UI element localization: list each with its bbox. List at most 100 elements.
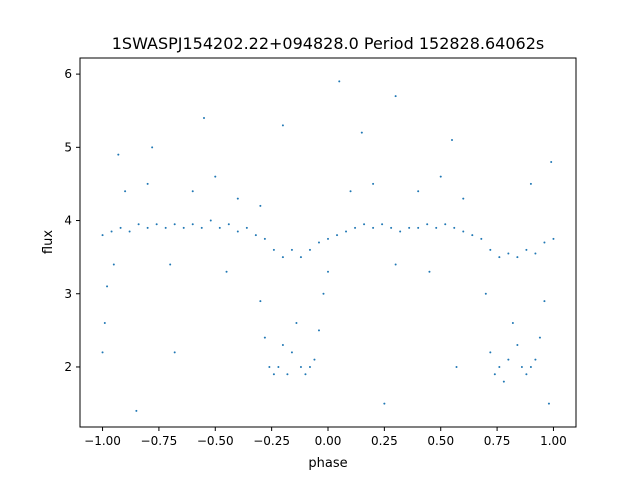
data-point bbox=[218, 226, 221, 229]
data-point bbox=[119, 226, 122, 229]
y-tick-label: 2 bbox=[64, 360, 72, 374]
data-point bbox=[277, 365, 280, 368]
data-point bbox=[502, 380, 505, 383]
y-tick-label: 3 bbox=[64, 287, 72, 301]
data-point bbox=[462, 230, 465, 233]
data-point bbox=[117, 153, 120, 156]
data-point bbox=[516, 256, 519, 259]
data-point bbox=[200, 226, 203, 229]
data-point bbox=[417, 226, 420, 229]
data-point bbox=[299, 365, 302, 368]
data-point bbox=[103, 322, 106, 325]
data-point bbox=[317, 241, 320, 244]
data-point bbox=[489, 351, 492, 354]
data-point bbox=[471, 234, 474, 237]
data-point bbox=[543, 241, 546, 244]
data-point bbox=[529, 182, 532, 185]
data-point bbox=[151, 146, 154, 149]
data-point bbox=[299, 256, 302, 259]
data-point bbox=[390, 226, 393, 229]
y-tick-label: 6 bbox=[64, 67, 72, 81]
data-point bbox=[124, 190, 127, 193]
data-point bbox=[317, 329, 320, 332]
data-point bbox=[203, 117, 205, 120]
data-point bbox=[227, 223, 230, 226]
data-point bbox=[428, 270, 431, 273]
data-point bbox=[225, 270, 228, 273]
data-point bbox=[511, 322, 514, 325]
data-point bbox=[304, 373, 307, 376]
data-point bbox=[281, 344, 284, 346]
data-point bbox=[493, 373, 496, 376]
data-points bbox=[101, 80, 555, 412]
y-axis: 2 3 4 5 6 bbox=[64, 67, 80, 374]
data-point bbox=[394, 263, 397, 266]
y-tick-label: 5 bbox=[64, 140, 72, 154]
data-point bbox=[106, 285, 109, 288]
data-point bbox=[209, 219, 212, 222]
data-point bbox=[182, 226, 185, 229]
x-tick-label: −1.00 bbox=[84, 434, 121, 448]
data-point bbox=[498, 256, 501, 259]
data-point bbox=[164, 226, 167, 229]
x-tick-label: −0.50 bbox=[197, 434, 234, 448]
data-point bbox=[349, 190, 352, 193]
data-point bbox=[534, 358, 537, 361]
data-point bbox=[322, 292, 325, 295]
data-point bbox=[101, 351, 104, 354]
data-point bbox=[453, 226, 456, 229]
data-point bbox=[543, 300, 546, 303]
data-point bbox=[146, 182, 149, 185]
data-point bbox=[214, 175, 217, 178]
data-point bbox=[435, 226, 438, 229]
data-point bbox=[507, 358, 510, 361]
data-point bbox=[534, 252, 537, 255]
data-point bbox=[408, 226, 411, 229]
data-point bbox=[128, 230, 131, 233]
y-axis-label: flux bbox=[41, 230, 56, 254]
data-point bbox=[338, 80, 341, 83]
x-tick-label: 0.00 bbox=[315, 434, 342, 448]
data-point bbox=[281, 256, 284, 259]
data-point bbox=[345, 230, 348, 233]
data-point bbox=[394, 95, 397, 98]
data-point bbox=[313, 358, 316, 361]
data-point bbox=[327, 270, 329, 273]
data-point bbox=[308, 365, 311, 368]
x-axis: −1.00 −0.75 −0.50 −0.25 0.00 0.25 0.50 0.75 1.00 bbox=[84, 427, 567, 448]
data-point bbox=[281, 124, 284, 127]
x-tick-label: 1.00 bbox=[540, 434, 567, 448]
data-point bbox=[547, 402, 550, 405]
x-tick-label: 0.75 bbox=[484, 434, 511, 448]
data-point bbox=[550, 160, 553, 163]
data-point bbox=[525, 248, 528, 251]
data-point bbox=[290, 351, 293, 354]
data-point bbox=[191, 223, 194, 226]
data-point bbox=[444, 223, 447, 226]
data-point bbox=[245, 226, 248, 229]
data-point bbox=[295, 322, 298, 325]
data-point bbox=[439, 175, 442, 178]
data-point bbox=[263, 237, 266, 240]
data-point bbox=[516, 344, 519, 346]
data-point bbox=[426, 223, 429, 226]
data-point bbox=[327, 237, 329, 240]
y-tick-label: 4 bbox=[64, 214, 72, 228]
plot-frame bbox=[79, 57, 577, 428]
data-point bbox=[263, 336, 266, 339]
data-point bbox=[480, 237, 483, 240]
x-tick-label: 0.25 bbox=[371, 434, 398, 448]
data-point bbox=[381, 223, 384, 226]
data-point bbox=[272, 248, 275, 251]
data-point bbox=[498, 365, 501, 368]
data-point bbox=[383, 402, 386, 405]
data-point bbox=[155, 223, 158, 226]
data-point bbox=[520, 365, 523, 368]
data-point bbox=[268, 365, 271, 368]
x-tick-label: −0.25 bbox=[253, 434, 290, 448]
data-point bbox=[399, 230, 402, 233]
data-point bbox=[101, 234, 104, 237]
data-point bbox=[552, 237, 555, 240]
data-point bbox=[336, 234, 339, 237]
